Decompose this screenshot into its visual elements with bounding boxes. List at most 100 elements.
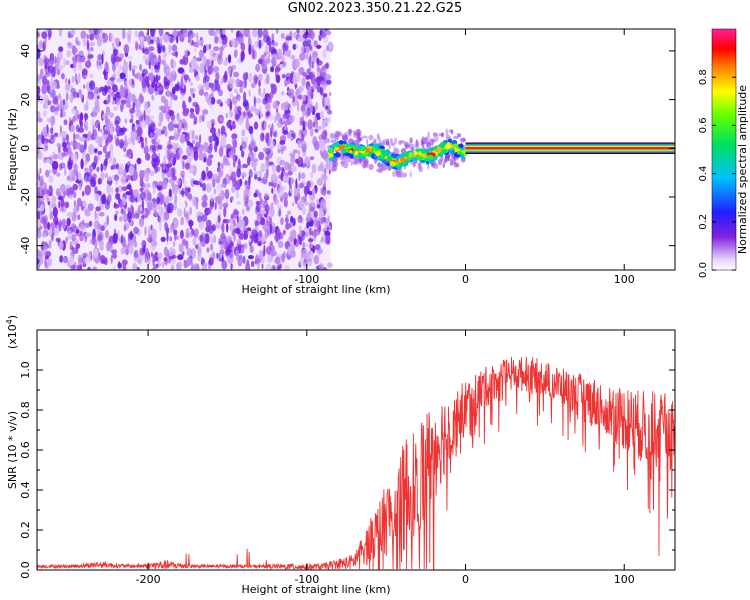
noise-speckle — [104, 199, 111, 210]
noise-speckle — [153, 57, 160, 63]
noise-speckle — [108, 112, 114, 118]
noise-speckle — [117, 262, 122, 269]
noise-speckle — [153, 264, 158, 269]
noise-speckle — [37, 74, 41, 82]
noise-speckle — [48, 169, 52, 174]
noise-speckle — [220, 163, 224, 170]
noise-speckle — [112, 84, 118, 93]
noise-speckle — [127, 91, 131, 102]
noise-speckle — [319, 110, 325, 119]
signal-core — [373, 143, 380, 148]
noise-speckle — [104, 118, 111, 126]
noise-speckle — [40, 216, 47, 225]
noise-speckle — [198, 152, 202, 161]
noise-speckle — [319, 239, 322, 245]
noise-speckle — [203, 193, 207, 202]
noise-speckle — [314, 128, 319, 133]
signal-halo — [403, 172, 407, 178]
signal-core — [447, 148, 455, 152]
noise-speckle — [239, 215, 242, 220]
noise-speckle — [118, 139, 125, 149]
noise-speckle — [73, 205, 80, 214]
signal-halo — [450, 129, 454, 135]
signal-core — [358, 152, 362, 158]
noise-speckle — [131, 78, 135, 86]
noise-speckle — [115, 187, 119, 194]
noise-speckle — [65, 85, 69, 94]
noise-speckle — [261, 133, 264, 140]
noise-speckle — [93, 248, 99, 258]
noise-speckle — [209, 205, 214, 211]
noise-speckle — [226, 222, 229, 233]
noise-speckle — [325, 234, 331, 244]
noise-speckle — [254, 40, 260, 48]
noise-speckle — [284, 78, 289, 87]
noise-speckle — [118, 64, 123, 71]
noise-speckle — [288, 176, 291, 186]
signal-halo — [350, 160, 353, 166]
noise-speckle — [147, 202, 153, 211]
noise-speckle — [110, 254, 113, 264]
noise-speckle — [327, 109, 333, 115]
noise-speckle — [312, 237, 317, 242]
signal-halo — [366, 138, 369, 146]
noise-speckle — [212, 173, 219, 180]
noise-speckle — [111, 164, 118, 170]
noise-speckle — [281, 166, 285, 172]
noise-speckle — [182, 160, 185, 170]
noise-speckle — [235, 78, 241, 88]
signal-core — [440, 141, 447, 148]
noise-speckle — [245, 118, 249, 129]
noise-speckle — [83, 104, 88, 111]
noise-speckle — [92, 173, 97, 180]
noise-speckle — [309, 227, 312, 236]
signal-core — [441, 149, 447, 154]
noise-speckle — [286, 249, 292, 254]
snr-frame — [36, 329, 676, 571]
noise-speckle — [186, 257, 192, 267]
noise-speckle — [99, 61, 102, 67]
noise-speckle — [203, 82, 207, 88]
noise-speckle — [96, 59, 99, 67]
noise-speckle — [300, 45, 305, 54]
noise-speckle — [242, 163, 249, 169]
noise-speckle — [283, 229, 286, 235]
noise-speckle — [321, 130, 328, 140]
noise-speckle — [142, 72, 145, 78]
signal-core — [444, 144, 452, 150]
noise-speckle — [82, 252, 88, 258]
noise-speckle — [205, 166, 209, 173]
noise-speckle — [195, 199, 198, 210]
noise-speckle — [48, 240, 52, 249]
snr-x-label: Height of straight line (km) — [241, 583, 390, 596]
noise-speckle — [93, 128, 98, 139]
signal-halo — [409, 137, 413, 144]
noise-speckle — [226, 161, 231, 167]
noise-speckle — [232, 159, 236, 168]
noise-speckle — [37, 31, 40, 38]
noise-speckle — [320, 217, 325, 225]
noise-speckle — [318, 263, 324, 270]
noise-speckle — [301, 131, 304, 143]
noise-speckle — [117, 57, 122, 62]
noise-speckle — [309, 64, 312, 72]
noise-speckle — [313, 53, 316, 64]
noise-speckle — [116, 132, 121, 137]
noise-speckle — [115, 137, 120, 147]
noise-speckle — [297, 203, 300, 209]
noise-speckle — [173, 120, 177, 125]
noise-speckle — [62, 141, 67, 148]
noise-speckle — [160, 95, 166, 104]
noise-speckle — [171, 86, 176, 95]
noise-speckle — [325, 74, 332, 81]
noise-speckle — [231, 96, 238, 106]
signal-halo — [456, 163, 460, 168]
noise-speckle — [272, 42, 279, 47]
noise-speckle — [58, 240, 64, 250]
noise-speckle — [164, 196, 170, 206]
noise-speckle — [61, 218, 67, 229]
noise-speckle — [122, 29, 126, 40]
noise-speckle — [120, 208, 126, 215]
noise-speckle — [72, 247, 78, 255]
noise-speckle — [166, 232, 169, 242]
